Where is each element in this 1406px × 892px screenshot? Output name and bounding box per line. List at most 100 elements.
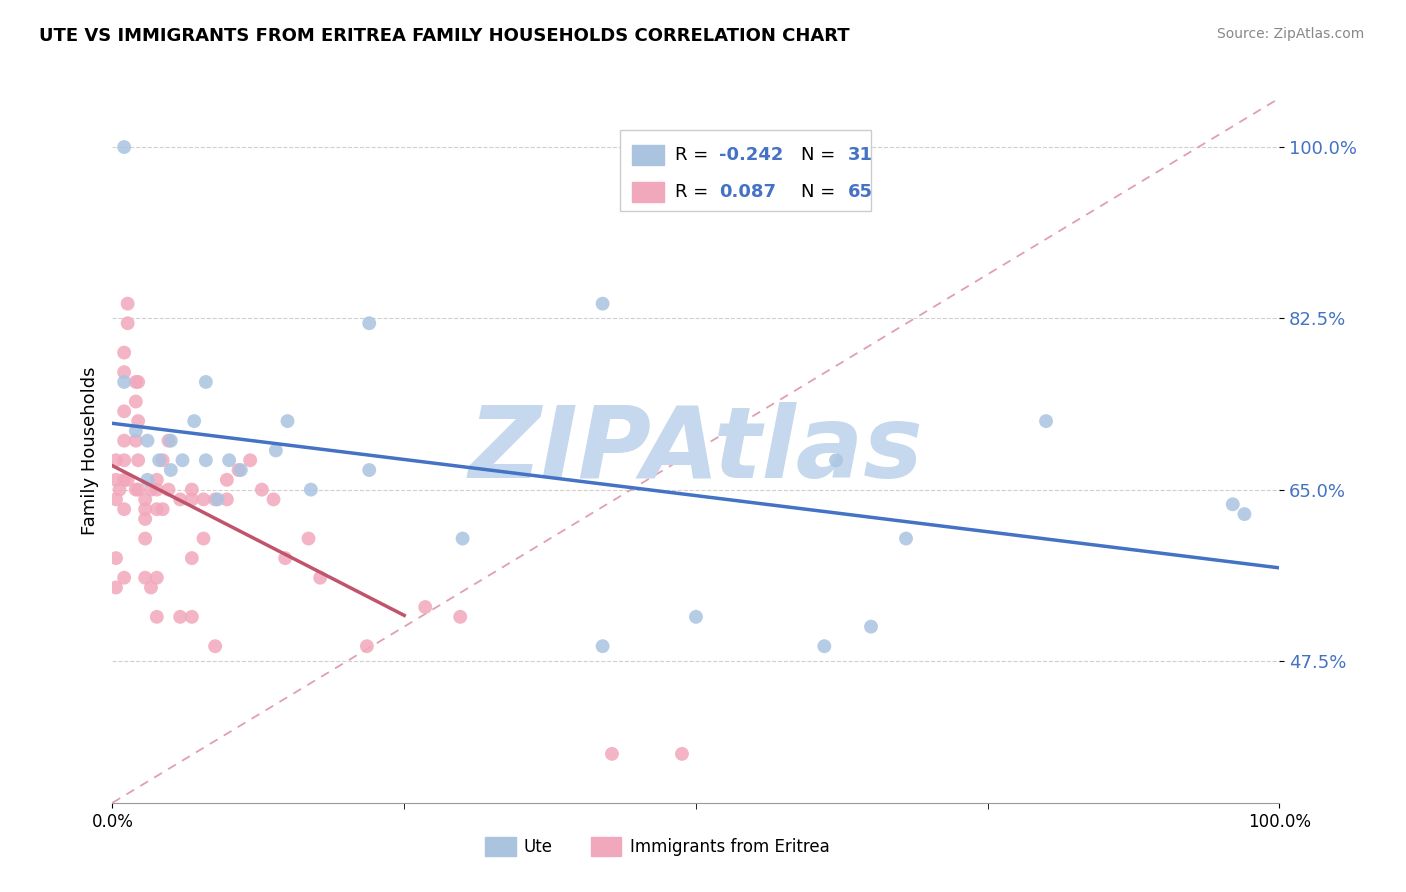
Text: N =: N = [801,146,841,164]
Point [146,473,169,487]
Bar [631,145,665,165]
Point [600,747,623,761]
Point [112,365,135,379]
Text: Source: ZipAtlas.com: Source: ZipAtlas.com [1216,27,1364,41]
Point [125,434,148,448]
Point [264,443,287,458]
Point [125,375,148,389]
Point [134,532,156,546]
Point [148,453,170,467]
Point [112,502,135,516]
Point [250,483,273,497]
Point [139,483,162,497]
Point [592,296,614,310]
Text: N =: N = [801,183,841,201]
Point [172,453,194,467]
Point [104,551,127,566]
Point [860,619,883,633]
Point [169,492,191,507]
Point [134,512,156,526]
Point [127,453,149,467]
Point [127,483,149,497]
Text: -0.242: -0.242 [720,146,783,164]
Point [112,404,135,418]
Point [239,453,262,467]
Point [207,492,229,507]
Point [146,610,169,624]
Point [228,463,250,477]
Point [104,492,127,507]
Text: R =: R = [675,146,714,164]
Point [685,610,707,624]
Point [125,424,148,438]
Point [112,571,135,585]
Point [1222,497,1244,511]
FancyBboxPatch shape [620,130,872,211]
Point [1233,507,1256,521]
Point [134,502,156,516]
Point [215,473,238,487]
Point [152,502,174,516]
Point [180,483,202,497]
Point [134,492,156,507]
Text: Ute: Ute [523,838,553,855]
Point [299,483,322,497]
Point [193,532,215,546]
Text: 65: 65 [848,183,873,201]
Text: Immigrants from Eritrea: Immigrants from Eritrea [630,838,830,855]
Point [157,483,180,497]
Point [194,375,217,389]
Y-axis label: Family Households: Family Households [80,367,98,534]
Point [146,571,169,585]
Point [180,492,202,507]
Text: ZIPAtlas: ZIPAtlas [468,402,924,499]
Point [160,463,183,477]
Point [127,414,149,428]
Point [104,581,127,595]
Point [139,581,162,595]
Text: 31: 31 [848,146,873,164]
Point [215,492,238,507]
Point [204,492,226,507]
Point [671,747,693,761]
Point [112,434,135,448]
Point [1035,414,1057,428]
Point [894,532,917,546]
Point [449,610,471,624]
Point [193,492,215,507]
Point [309,571,332,585]
Point [112,453,135,467]
Point [112,473,135,487]
Point [157,434,180,448]
Point [813,639,835,653]
Point [218,453,240,467]
Point [359,463,381,477]
Point [127,375,149,389]
Point [356,639,378,653]
Point [263,492,285,507]
Point [136,473,159,487]
Point [117,296,139,310]
Point [194,453,217,467]
Point [413,600,436,615]
Point [169,610,191,624]
Point [180,551,202,566]
Point [229,463,252,477]
Point [112,345,135,359]
Text: 0.087: 0.087 [720,183,776,201]
Point [451,532,474,546]
Point [274,551,297,566]
Point [204,639,226,653]
Point [104,453,127,467]
Point [359,316,381,330]
Point [276,414,298,428]
Point [112,375,135,389]
Bar [631,182,665,202]
Text: R =: R = [675,183,714,201]
Point [146,483,169,497]
Point [104,473,127,487]
Point [125,483,148,497]
Point [112,140,135,154]
Point [183,414,205,428]
Point [160,434,183,448]
